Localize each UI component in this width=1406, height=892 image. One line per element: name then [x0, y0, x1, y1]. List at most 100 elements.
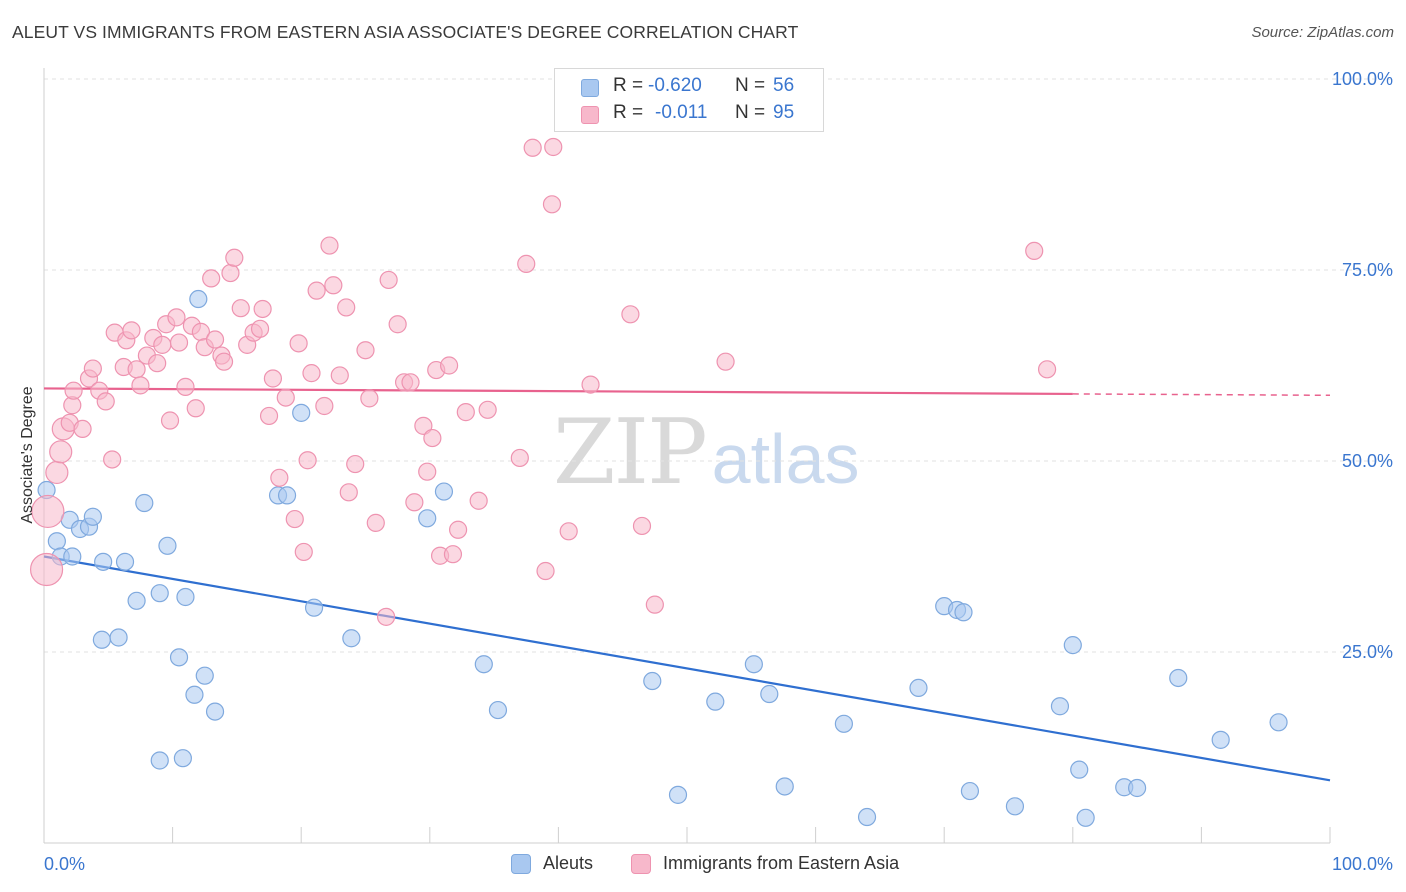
x-tick-label: 100.0%: [1332, 854, 1393, 874]
eastern-asia-point: [523, 138, 542, 157]
aleuts-point: [418, 509, 437, 528]
eastern-asia-point: [418, 462, 437, 481]
aleuts-point: [643, 671, 662, 691]
eastern-asia-point: [510, 448, 529, 468]
stats-legend: R = -0.620 N = 56 R = -0.011 N = 95: [554, 68, 824, 132]
chart-title: ALEUT VS IMMIGRANTS FROM EASTERN ASIA AS…: [12, 22, 799, 42]
eastern-asia-point: [621, 305, 640, 324]
aleuts-point: [1070, 760, 1089, 779]
eastern-asia-point: [122, 321, 141, 340]
eastern-asia-point: [73, 419, 92, 439]
eastern-asia-point: [176, 377, 195, 396]
eastern-asia-point: [379, 270, 398, 290]
aleuts-point: [1076, 808, 1095, 827]
eastern-asia-point: [160, 411, 180, 430]
aleuts-point: [1063, 636, 1082, 655]
eastern-asia-point: [645, 595, 664, 614]
aleuts-point: [195, 666, 214, 685]
eastern-asia-point: [405, 493, 424, 512]
source-credit: Source: ZipAtlas.com: [1251, 24, 1394, 41]
eastern-asia-swatch: [581, 106, 599, 124]
eastern-asia-point: [632, 516, 652, 536]
aleuts-point: [668, 785, 688, 804]
watermark-atlas: atlas: [711, 420, 860, 498]
aleuts-point: [205, 702, 225, 721]
eastern-asia-point: [64, 381, 83, 400]
eastern-asia-point: [315, 396, 334, 416]
aleuts-point: [158, 536, 177, 555]
eastern-asia-point: [302, 364, 321, 383]
watermark: ZIPatlas: [553, 400, 860, 505]
aleuts-point: [760, 684, 779, 704]
eastern-asia-point: [339, 483, 358, 502]
aleuts-point: [1211, 730, 1230, 749]
aleuts-swatch: [581, 79, 599, 97]
eastern-asia-point: [376, 607, 396, 626]
aleuts-point: [954, 603, 973, 622]
eastern-asia-point: [285, 509, 304, 529]
aleuts-point: [109, 628, 128, 647]
aleuts-point: [1127, 778, 1147, 798]
eastern-asia-point: [148, 354, 167, 373]
eastern-asia-point: [259, 406, 279, 426]
aleuts-point: [1005, 797, 1025, 816]
eastern-asia-point: [263, 369, 283, 388]
eastern-asia-point: [270, 468, 289, 487]
eastern-asia-trend-line: [43, 387, 1073, 396]
aleuts-point: [775, 777, 794, 796]
eastern-asia-point: [253, 299, 272, 319]
aleuts-trend-line: [43, 555, 1331, 782]
aleuts-point: [1050, 697, 1070, 716]
aleuts-point: [857, 807, 877, 827]
n-value: 56: [773, 75, 795, 96]
eastern-asia-point: [294, 542, 313, 562]
eastern-asia-point: [49, 440, 73, 464]
aleuts-point: [189, 289, 208, 309]
eastern-asia-point: [298, 451, 317, 470]
aleuts-point: [150, 584, 169, 603]
aleuts-point: [909, 678, 928, 698]
eastern-asia-point: [388, 315, 407, 334]
y-tick-label: 25.0%: [1342, 642, 1393, 662]
eastern-asia-point: [186, 399, 205, 418]
eastern-asia-point: [225, 248, 244, 267]
eastern-asia-point: [356, 341, 375, 360]
r-value: -0.011: [655, 102, 708, 123]
eastern-asia-point: [346, 454, 365, 474]
n-label: N =: [735, 102, 766, 123]
aleuts-point: [83, 507, 102, 526]
aleuts-point: [185, 685, 204, 704]
data-points: [29, 137, 1288, 827]
axes: [43, 68, 1331, 844]
aleuts-point: [94, 552, 113, 571]
eastern-asia-point: [581, 375, 600, 394]
eastern-asia-point: [324, 276, 343, 295]
aleuts-point: [169, 648, 189, 667]
aleuts-point: [342, 629, 361, 648]
eastern-asia-point: [542, 195, 562, 214]
aleuts-point: [92, 630, 111, 649]
eastern-asia-legend-swatch: [631, 854, 651, 874]
aleuts-point: [434, 482, 454, 501]
y-axis-label: Associate's Degree: [19, 386, 36, 524]
eastern-asia-point: [205, 330, 225, 349]
aleuts-point: [474, 655, 493, 674]
y-tick-label: 75.0%: [1342, 260, 1393, 280]
n-label: N =: [735, 75, 766, 96]
watermark-zip: ZIP: [553, 400, 708, 505]
eastern-asia-point: [469, 491, 488, 510]
eastern-asia-point: [478, 400, 497, 419]
eastern-asia-point: [231, 299, 250, 318]
aleuts-point: [304, 598, 324, 617]
eastern-asia-point: [330, 366, 349, 385]
eastern-asia-point: [250, 319, 270, 338]
eastern-asia-point: [456, 403, 475, 422]
aleuts-point: [706, 692, 725, 711]
y-tick-label: 100.0%: [1332, 69, 1393, 89]
aleuts-point: [488, 700, 508, 720]
aleuts-point: [744, 655, 763, 674]
eastern-asia-point: [1025, 241, 1044, 260]
aleuts-point: [176, 587, 195, 607]
eastern-asia-point: [221, 263, 240, 283]
